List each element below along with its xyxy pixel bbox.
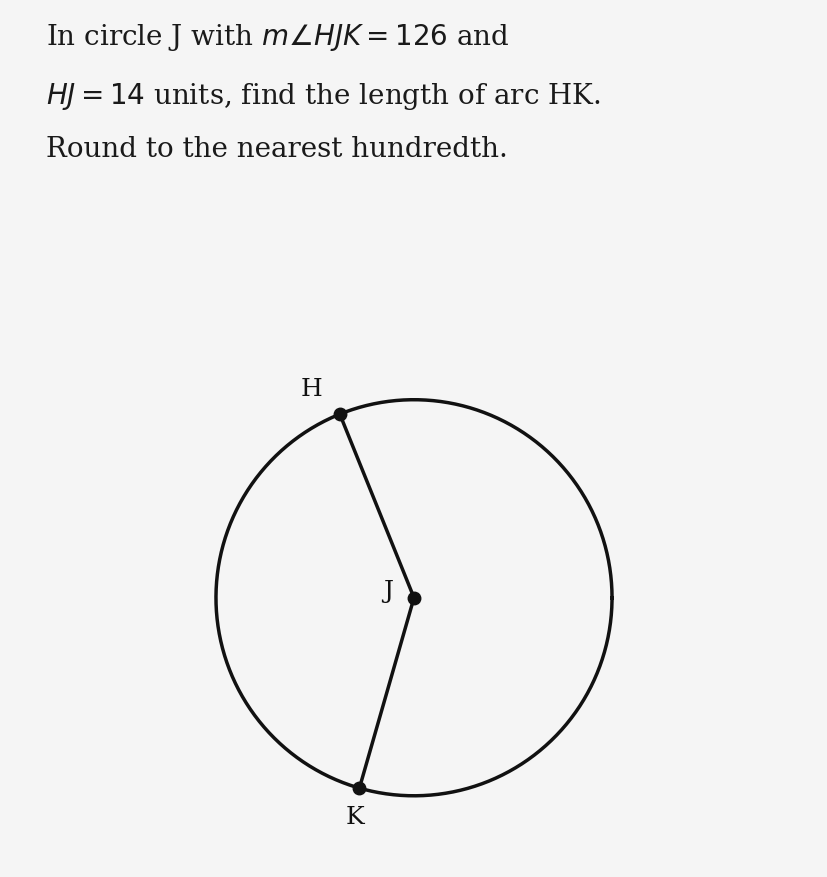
Text: J: J <box>382 580 392 602</box>
Text: K: K <box>346 805 364 828</box>
Text: In circle J with $m\angle HJK = 126$ and: In circle J with $m\angle HJK = 126$ and <box>45 22 509 53</box>
Text: $HJ = 14$ units, find the length of arc HK.: $HJ = 14$ units, find the length of arc … <box>45 81 600 111</box>
Text: Round to the nearest hundredth.: Round to the nearest hundredth. <box>45 136 507 163</box>
Text: H: H <box>301 378 323 401</box>
